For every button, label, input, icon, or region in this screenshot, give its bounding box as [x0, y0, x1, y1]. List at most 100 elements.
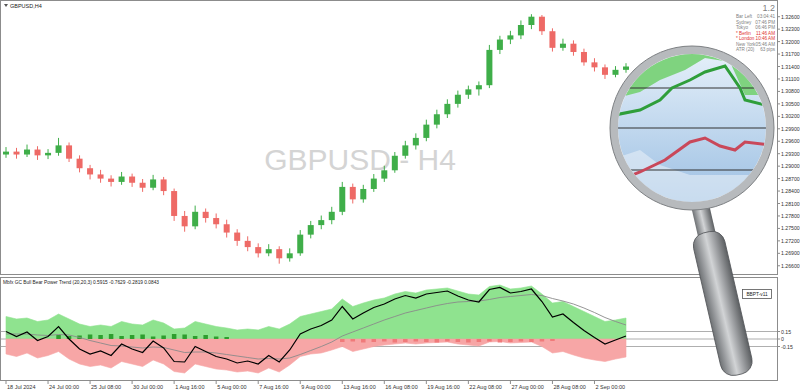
histogram-bar: [245, 339, 250, 340]
info-label: ATR (20): [736, 47, 755, 52]
candle-body: [444, 104, 450, 114]
histogram-bar: [435, 339, 440, 343]
candle-body: [434, 114, 440, 124]
x-tick-label: 24 Jul 00:00: [49, 384, 79, 390]
y-tick-label: 1.30500: [781, 101, 800, 107]
area-series: [6, 285, 626, 339]
info-price: 1.2: [762, 3, 775, 13]
histogram-bar: [151, 337, 156, 340]
button-label[interactable]: BBPT-v11: [746, 292, 768, 297]
indicator-title: Mbfx GC Bull Bear Power Trend (20,20,3) …: [3, 280, 159, 285]
y-tick-label: 1.28400: [781, 188, 800, 194]
line-series: [6, 288, 626, 365]
candle-body: [224, 224, 230, 232]
candle-body: [465, 89, 471, 94]
histogram-bar: [56, 335, 61, 339]
x-tick-label: 13 Aug 16:00: [343, 384, 375, 390]
info-value: 10:46 AM: [756, 36, 776, 41]
histogram-bar: [487, 339, 492, 342]
candle-body: [140, 183, 146, 188]
y-tick-label: 1.32600: [781, 14, 800, 20]
x-tick-label: 19 Aug 16:00: [427, 384, 459, 390]
candle-body: [234, 233, 240, 241]
histogram-bar: [582, 339, 587, 340]
candle-body: [549, 31, 555, 48]
histogram-bar: [456, 339, 461, 342]
info-value: 03:04:41: [757, 14, 775, 19]
histogram-bar: [256, 339, 260, 340]
y-tick: [777, 66, 780, 67]
histogram-bar: [319, 339, 324, 340]
x-tick-label: 27 Aug 00:00: [511, 384, 543, 390]
y-tick: [777, 339, 780, 340]
candle-body: [245, 241, 251, 247]
candle-body: [255, 247, 261, 253]
histogram-bar: [603, 339, 608, 340]
histogram-bar: [130, 335, 135, 339]
info-value: 11:46 AM: [756, 31, 775, 36]
candle-body: [423, 125, 429, 138]
histogram-bar: [308, 339, 313, 340]
y-tick: [777, 191, 780, 192]
y-tick-label: 1.28700: [781, 176, 800, 182]
candle-body: [339, 187, 345, 212]
histogram-bar: [403, 339, 408, 342]
main-frame: [1, 1, 778, 275]
candle-body: [329, 212, 335, 220]
info-value: 63 pips: [760, 47, 776, 52]
info-label: Bar Left: [736, 14, 753, 19]
watermark: GBPUSD - H4: [264, 143, 456, 176]
histogram-bar: [561, 339, 566, 340]
candle-body: [129, 177, 135, 183]
y-tick-label: 0: [781, 336, 784, 342]
background: [0, 0, 800, 390]
y-tick: [777, 29, 780, 30]
candle-body: [623, 67, 629, 70]
candle-body: [24, 150, 30, 155]
histogram-bar: [393, 339, 398, 343]
magnifier-grip: [691, 229, 755, 378]
y-tick-label: 1.27500: [781, 225, 800, 231]
candle-body: [371, 179, 377, 189]
histogram-bar: [161, 336, 166, 340]
candle-body: [182, 216, 188, 226]
y-tick-label: 1.30200: [781, 113, 800, 119]
histogram-bar: [25, 339, 30, 340]
histogram-bar: [414, 339, 419, 342]
info-label: * London: [736, 36, 755, 41]
candle-body: [570, 44, 576, 52]
info-label: Tokyo: [736, 25, 748, 30]
histogram-bar: [182, 335, 187, 340]
candle-body: [213, 218, 219, 224]
magnifier-ring-edge: [610, 46, 774, 210]
y-tick: [777, 128, 780, 129]
candle-body: [66, 145, 72, 158]
histogram-bar: [571, 339, 576, 340]
candle-body: [560, 44, 566, 48]
y-tick-label: 1.26600: [781, 263, 800, 269]
info-label: Sydney: [736, 20, 752, 25]
y-tick-label: 1.29900: [781, 126, 800, 132]
y-tick-label: -0.15: [781, 344, 793, 350]
histogram-bar: [214, 337, 219, 340]
histogram-bar: [330, 339, 335, 340]
info-label: * Berlin: [736, 31, 751, 36]
indicator-button[interactable]: [743, 290, 772, 299]
histogram-bar: [298, 339, 303, 340]
y-tick: [777, 331, 780, 332]
y-tick: [777, 103, 780, 104]
candle-body: [455, 95, 461, 104]
y-tick: [777, 116, 780, 117]
y-tick: [777, 346, 780, 347]
y-tick-label: 1.29000: [781, 163, 800, 169]
candle-body: [602, 67, 608, 74]
histogram-bar: [119, 336, 124, 339]
histogram-bar: [382, 339, 387, 342]
candle-body: [98, 174, 104, 178]
lens-level: [610, 87, 775, 88]
histogram-bar: [109, 334, 114, 339]
candle-body: [539, 17, 545, 32]
candle-body: [308, 225, 314, 235]
histogram-bar: [46, 339, 51, 340]
histogram-bar: [340, 339, 345, 342]
